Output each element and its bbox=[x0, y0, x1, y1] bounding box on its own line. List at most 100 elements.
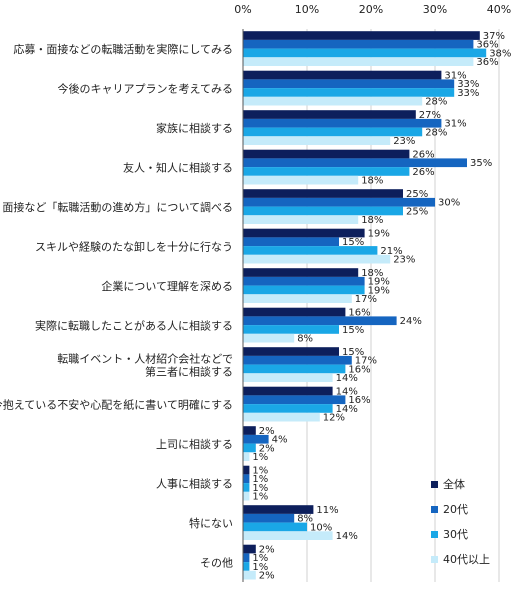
value-label: 17% bbox=[355, 294, 377, 305]
value-label: 18% bbox=[361, 268, 383, 279]
legend-label: 20代 bbox=[443, 503, 468, 516]
legend: 全体 20代 30代 40代以上 bbox=[431, 477, 490, 566]
bar bbox=[243, 434, 269, 444]
value-label: 19% bbox=[368, 277, 390, 288]
bar bbox=[243, 505, 314, 514]
value-label: 31% bbox=[444, 70, 466, 81]
value-label: 10% bbox=[310, 522, 332, 533]
bar bbox=[243, 316, 397, 326]
value-label: 35% bbox=[470, 158, 492, 169]
legend-label: 40代以上 bbox=[443, 553, 490, 566]
x-axis-ticks: 0% 10% 20% 30% 40% bbox=[234, 3, 511, 16]
bar bbox=[243, 570, 256, 580]
value-label: 2% bbox=[259, 571, 275, 582]
bar bbox=[243, 88, 455, 97]
bar bbox=[243, 31, 480, 40]
value-label: 36% bbox=[476, 57, 498, 68]
value-label: 14% bbox=[336, 373, 358, 384]
bar bbox=[243, 268, 359, 277]
bar bbox=[243, 426, 256, 435]
bar bbox=[243, 149, 410, 159]
bar bbox=[243, 347, 339, 356]
category-label: 企業について理解を深める bbox=[101, 279, 233, 293]
bar bbox=[243, 110, 416, 119]
x-tick-label: 0% bbox=[234, 3, 251, 16]
bar bbox=[243, 294, 352, 303]
bar bbox=[243, 206, 403, 216]
value-label: 1% bbox=[252, 562, 268, 573]
bar bbox=[243, 412, 320, 422]
bar bbox=[243, 452, 250, 461]
bar bbox=[243, 553, 250, 563]
category-label: 特にない bbox=[189, 516, 233, 530]
value-label: 16% bbox=[348, 364, 370, 375]
category-label: スキルや経験のたな卸しを十分に行なう bbox=[35, 239, 233, 253]
value-label: 28% bbox=[425, 127, 447, 138]
bar bbox=[243, 215, 359, 224]
value-label: 1% bbox=[252, 553, 268, 564]
value-label: 8% bbox=[297, 514, 313, 525]
value-label: 11% bbox=[316, 505, 338, 516]
bar bbox=[243, 483, 250, 492]
bar bbox=[243, 474, 250, 484]
category-label: 応募・面接などの転職活動を実際にしてみる bbox=[13, 42, 233, 56]
value-label: 33% bbox=[457, 79, 479, 90]
category-label: 人事に相談する bbox=[156, 476, 233, 490]
value-label: 26% bbox=[412, 149, 434, 160]
bar bbox=[243, 307, 346, 317]
value-label: 12% bbox=[323, 413, 345, 424]
category-label: 面接など「転職活動の進め方」について調べる bbox=[2, 200, 233, 214]
value-label: 23% bbox=[393, 136, 415, 147]
x-tick-label: 20% bbox=[359, 3, 383, 16]
value-label: 27% bbox=[419, 110, 441, 121]
value-label: 14% bbox=[336, 404, 358, 415]
value-label: 16% bbox=[348, 307, 370, 318]
value-label: 18% bbox=[361, 215, 383, 226]
bar bbox=[243, 531, 333, 540]
bar bbox=[243, 127, 423, 137]
value-label: 2% bbox=[259, 443, 275, 454]
value-label: 25% bbox=[406, 206, 428, 217]
value-label: 15% bbox=[342, 325, 364, 336]
bar bbox=[243, 355, 352, 365]
value-label: 26% bbox=[412, 167, 434, 178]
bar bbox=[243, 544, 256, 554]
bar bbox=[243, 158, 467, 168]
value-labels: 37%31%27%26%25%19%18%16%15%14%2%1%11%2%3… bbox=[252, 31, 511, 582]
value-label: 28% bbox=[425, 97, 447, 108]
bar bbox=[243, 386, 333, 396]
bar bbox=[243, 373, 333, 382]
bar bbox=[243, 325, 339, 334]
bar bbox=[243, 70, 442, 80]
bar bbox=[243, 197, 435, 207]
category-label: 実際に転職したことがある人に相談する bbox=[35, 318, 233, 332]
value-label: 14% bbox=[336, 531, 358, 542]
value-label: 15% bbox=[342, 347, 364, 358]
legend-swatch bbox=[431, 506, 438, 513]
bar bbox=[243, 118, 442, 128]
bar bbox=[243, 254, 391, 264]
value-label: 19% bbox=[368, 228, 390, 239]
category-labels: 応募・面接などの転職活動を実際にしてみる今後のキャリアプランを考えてみる家族に相… bbox=[0, 42, 233, 570]
x-tick-label: 40% bbox=[487, 3, 511, 16]
category-label: 転職イベント・人材紹介会社などで第三者に相談する bbox=[57, 351, 233, 378]
bar bbox=[243, 79, 455, 89]
value-label: 36% bbox=[476, 40, 498, 51]
bar bbox=[243, 48, 487, 58]
bar bbox=[243, 395, 346, 405]
bar bbox=[243, 39, 474, 49]
value-label: 21% bbox=[380, 246, 402, 257]
bar bbox=[243, 364, 346, 374]
bar bbox=[243, 333, 295, 343]
category-label-line: 転職イベント・人材紹介会社などで bbox=[57, 351, 233, 365]
value-label: 15% bbox=[342, 237, 364, 248]
bar bbox=[243, 522, 307, 532]
value-label: 17% bbox=[355, 356, 377, 367]
value-label: 24% bbox=[400, 316, 422, 327]
bar bbox=[243, 491, 250, 501]
bar bbox=[243, 465, 250, 475]
value-label: 18% bbox=[361, 176, 383, 187]
bar bbox=[243, 57, 474, 66]
bar bbox=[243, 228, 365, 238]
